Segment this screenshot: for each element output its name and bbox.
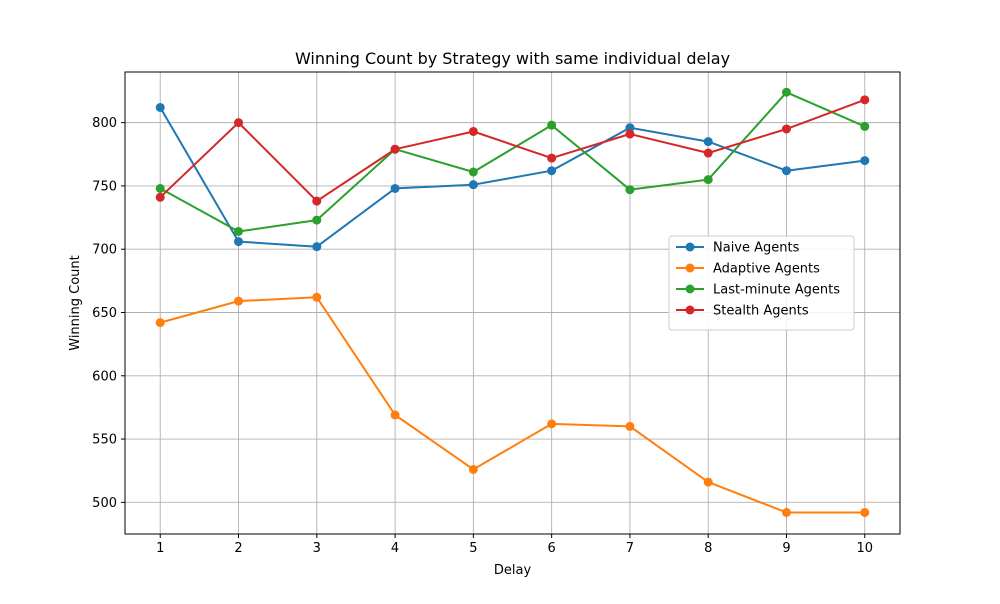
- data-point: [781, 124, 791, 134]
- data-point: [703, 175, 713, 185]
- y-axis-label: Winning Count: [68, 255, 83, 351]
- data-point: [390, 410, 400, 420]
- data-point: [860, 95, 870, 105]
- data-point: [547, 120, 557, 130]
- y-tick-label: 700: [92, 243, 117, 258]
- legend-item: Naive Agents: [676, 241, 800, 256]
- x-tick-label: 1: [156, 541, 164, 556]
- legend-swatch-marker: [685, 305, 695, 315]
- series-2: [155, 292, 870, 517]
- y-tick-label: 550: [92, 433, 117, 448]
- data-point: [312, 196, 322, 206]
- data-point: [390, 144, 400, 154]
- x-axis: 1 2 3 4 5 6 7 8 9 10: [156, 534, 873, 556]
- legend-item: Stealth Agents: [676, 304, 809, 319]
- legend-item: Last-minute Agents: [676, 283, 840, 298]
- x-tick-label: 5: [469, 541, 477, 556]
- data-point: [781, 87, 791, 97]
- x-tick-label: 2: [234, 541, 242, 556]
- y-tick-label: 650: [92, 306, 117, 321]
- series-layer: [155, 87, 870, 517]
- data-point: [234, 237, 244, 247]
- legend-box: [668, 235, 855, 331]
- data-point: [155, 192, 165, 202]
- data-point: [155, 318, 165, 328]
- series-line: [159, 106, 865, 248]
- chart-title: Winning Count by Strategy with same indi…: [295, 49, 730, 68]
- legend: Naive Agents Adaptive Agents Last-minute A…: [668, 235, 855, 331]
- data-point: [312, 215, 322, 225]
- legend-label: Adaptive Agents: [713, 262, 820, 277]
- y-axis: 500 550 600 650 700 750 800: [92, 116, 125, 511]
- data-point: [703, 137, 713, 147]
- plot-frame: [124, 71, 901, 535]
- legend-item: Adaptive Agents: [676, 262, 820, 277]
- data-point: [625, 123, 635, 133]
- legend-swatch-marker: [685, 284, 695, 294]
- x-axis-label: Delay: [494, 563, 532, 578]
- data-point: [390, 183, 400, 193]
- series-line: [159, 98, 866, 203]
- data-point: [781, 166, 791, 176]
- x-tick-label: 8: [704, 541, 712, 556]
- x-tick-label: 4: [391, 541, 399, 556]
- data-point: [312, 292, 322, 302]
- legend-label: Last-minute Agents: [713, 283, 840, 298]
- data-point: [312, 242, 322, 252]
- data-point: [234, 118, 244, 128]
- legend-swatch-marker: [685, 263, 695, 273]
- data-point: [703, 477, 713, 487]
- legend-label: Stealth Agents: [713, 304, 809, 319]
- data-point: [155, 102, 165, 112]
- data-point: [860, 156, 870, 166]
- x-tick-label: 7: [626, 541, 634, 556]
- data-point: [234, 226, 244, 236]
- data-point: [234, 296, 244, 306]
- legend-swatch-marker: [685, 242, 695, 252]
- series-3: [155, 87, 870, 236]
- data-point: [468, 464, 478, 474]
- data-point: [625, 421, 635, 431]
- x-tick-label: 3: [313, 541, 321, 556]
- y-tick-label: 500: [92, 496, 117, 511]
- data-point: [547, 153, 557, 163]
- legend-label: Naive Agents: [713, 241, 800, 256]
- data-point: [860, 121, 870, 131]
- data-point: [468, 126, 478, 136]
- data-point: [781, 507, 791, 517]
- series-line: [159, 91, 866, 233]
- data-point: [625, 129, 635, 139]
- data-point: [547, 166, 557, 176]
- series-line: [159, 296, 865, 514]
- x-tick-label: 10: [856, 541, 873, 556]
- y-tick-label: 800: [92, 116, 117, 131]
- x-tick-label: 9: [782, 541, 790, 556]
- data-point: [468, 180, 478, 190]
- data-point: [860, 507, 870, 517]
- data-point: [703, 148, 713, 158]
- data-point: [468, 167, 478, 177]
- data-point: [155, 183, 165, 193]
- y-tick-label: 750: [92, 179, 117, 194]
- data-point: [625, 185, 635, 195]
- y-tick-label: 600: [92, 369, 117, 384]
- x-tick-label: 6: [548, 541, 556, 556]
- series-4: [155, 95, 870, 206]
- data-point: [547, 419, 557, 429]
- series-1: [155, 102, 870, 252]
